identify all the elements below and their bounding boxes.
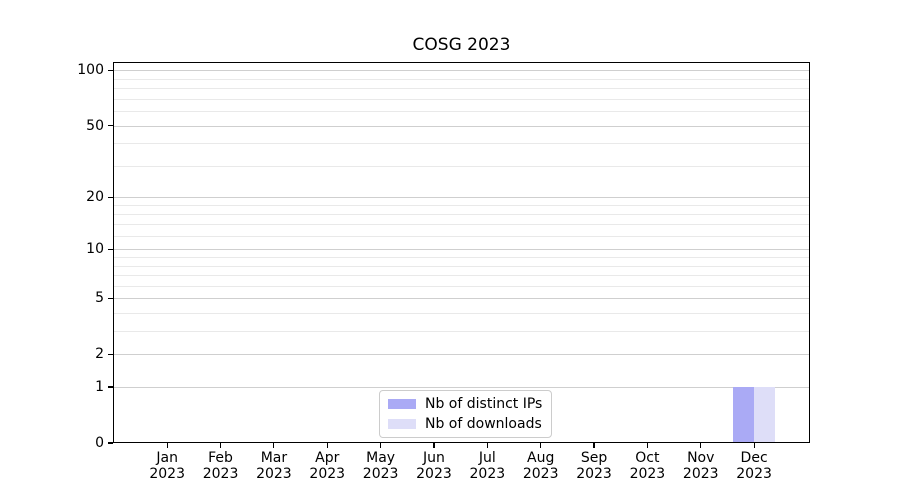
legend: Nb of distinct IPs Nb of downloads bbox=[379, 390, 553, 438]
bar-nb-of-downloads bbox=[754, 387, 776, 443]
y-tick bbox=[108, 353, 113, 355]
gridline-minor bbox=[113, 214, 810, 216]
y-tick-label: 20 bbox=[86, 189, 104, 206]
y-tick-label: 1 bbox=[95, 379, 104, 396]
x-tick-label: Feb 2023 bbox=[202, 450, 239, 482]
y-tick-label: 5 bbox=[95, 290, 104, 307]
legend-label-downloads: Nb of downloads bbox=[425, 415, 542, 432]
legend-swatch-distinct-ips bbox=[388, 398, 416, 409]
y-tick bbox=[108, 386, 113, 388]
gridline-minor bbox=[113, 165, 810, 167]
gridline-minor bbox=[113, 313, 810, 315]
y-tick-label: 0 bbox=[95, 435, 104, 451]
y-tick-label: 100 bbox=[77, 62, 104, 79]
gridline-minor bbox=[113, 224, 810, 226]
x-tick-label: Aug 2023 bbox=[522, 450, 559, 482]
legend-item-downloads: Nb of downloads bbox=[388, 415, 542, 432]
gridline-minor bbox=[113, 275, 810, 277]
y-tick bbox=[108, 69, 113, 71]
x-tick bbox=[433, 443, 435, 448]
y-tick-label: 2 bbox=[95, 346, 104, 363]
gridline-major bbox=[113, 387, 810, 389]
legend-item-distinct-ips: Nb of distinct IPs bbox=[388, 395, 542, 412]
x-tick bbox=[700, 443, 702, 448]
legend-label-distinct-ips: Nb of distinct IPs bbox=[425, 395, 543, 412]
bar-nb-of-distinct-ips bbox=[732, 387, 755, 443]
gridline-major bbox=[113, 354, 810, 356]
x-tick bbox=[486, 443, 488, 448]
y-tick bbox=[108, 196, 113, 198]
gridline-minor bbox=[113, 111, 810, 113]
legend-swatch-downloads bbox=[388, 418, 416, 429]
gridline-minor bbox=[113, 235, 810, 237]
gridline-minor bbox=[113, 285, 810, 287]
x-tick bbox=[753, 443, 755, 448]
x-tick-label: Jul 2023 bbox=[469, 450, 506, 482]
x-tick-label: Sep 2023 bbox=[576, 450, 612, 482]
gridline-major bbox=[113, 70, 810, 72]
gridline-major bbox=[113, 125, 810, 127]
x-tick bbox=[540, 443, 542, 448]
x-tick bbox=[380, 443, 382, 448]
y-tick bbox=[108, 442, 113, 444]
x-tick bbox=[593, 443, 595, 448]
y-tick bbox=[108, 297, 113, 299]
gridline-minor bbox=[113, 331, 810, 333]
gridline-minor bbox=[113, 265, 810, 267]
gridline-minor bbox=[113, 205, 810, 207]
gridline-major bbox=[113, 249, 810, 251]
x-tick-label: May 2023 bbox=[362, 450, 399, 482]
x-tick-label: Oct 2023 bbox=[629, 450, 666, 482]
x-tick bbox=[166, 443, 168, 448]
gridline-minor bbox=[113, 88, 810, 90]
x-tick-label: Mar 2023 bbox=[256, 450, 292, 482]
plot-area bbox=[113, 62, 810, 443]
chart-title: COSG 2023 bbox=[412, 35, 511, 55]
gridline-minor bbox=[113, 98, 810, 100]
gridline-minor bbox=[113, 78, 810, 80]
y-tick bbox=[108, 124, 113, 127]
x-tick bbox=[326, 443, 328, 448]
x-tick-label: Dec 2023 bbox=[736, 450, 772, 482]
y-tick-label: 10 bbox=[86, 241, 104, 258]
x-tick bbox=[646, 443, 648, 448]
y-tick-label: 50 bbox=[86, 117, 104, 134]
gridline-minor bbox=[113, 143, 810, 145]
y-tick bbox=[108, 248, 113, 250]
x-tick-label: Jun 2023 bbox=[416, 450, 452, 482]
x-tick bbox=[273, 443, 275, 448]
gridline-major bbox=[113, 197, 810, 199]
gridline-major bbox=[113, 298, 810, 300]
x-tick-label: Nov 2023 bbox=[682, 450, 719, 482]
x-tick bbox=[219, 443, 222, 448]
x-tick-label: Jan 2023 bbox=[149, 450, 185, 482]
gridline-minor bbox=[113, 257, 810, 259]
x-tick-label: Apr 2023 bbox=[309, 450, 346, 482]
